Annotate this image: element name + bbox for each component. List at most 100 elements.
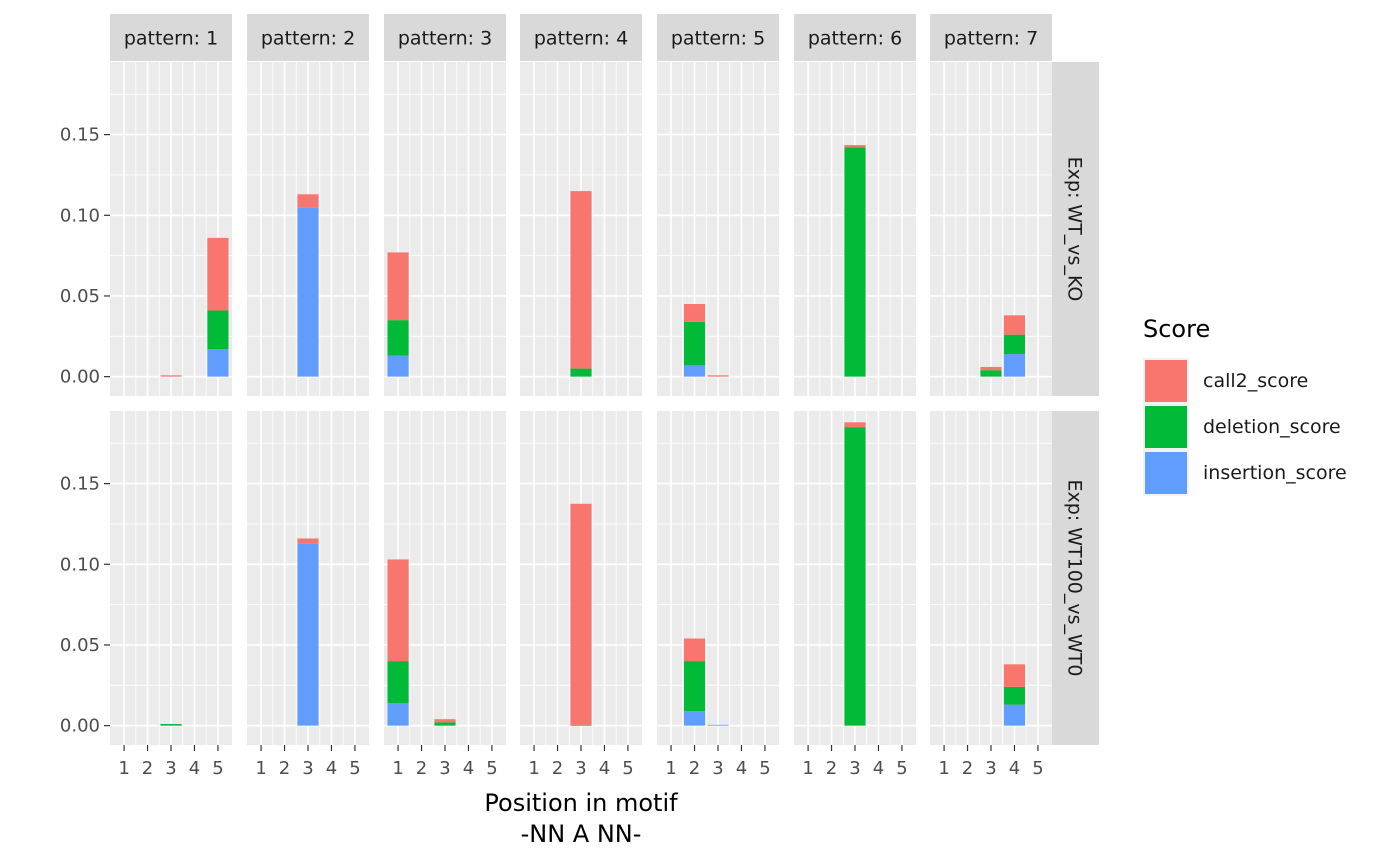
- bar-segment-insertion-score-pos4: [1003, 704, 1026, 726]
- legend: Score call2_score deletion_score insertion…: [1143, 315, 1347, 496]
- bar-segment-insertion-score-pos2: [683, 365, 706, 377]
- legend-key-insertion-score: [1145, 452, 1187, 494]
- bar-segment-deletion-score-pos3: [980, 370, 1002, 377]
- bar-segment-call2-score-pos3: [570, 503, 592, 725]
- x-tick-label: 3: [849, 758, 860, 779]
- bar-segment-call2-score-pos2: [683, 304, 706, 322]
- column-strip-label: pattern: 5: [671, 28, 765, 50]
- column-strip-label: pattern: 7: [944, 28, 1038, 50]
- y-tick-label: 0.00: [60, 716, 100, 737]
- bar-segment-deletion-score-pos3: [844, 427, 866, 726]
- bar-segment-call2-score-pos3: [707, 375, 729, 377]
- x-tick-label: 3: [165, 758, 176, 779]
- bar-segment-deletion-score-pos3: [160, 724, 182, 726]
- x-tick-label: 4: [463, 758, 474, 779]
- bar-segment-call2-score-pos3: [844, 422, 866, 428]
- bar-segment-insertion-score-pos2: [683, 711, 706, 726]
- row-strip-label: Exp: WT_vs_KO: [1064, 157, 1086, 302]
- bar-segment-deletion-score-pos4: [1003, 334, 1026, 355]
- x-tick-label: 3: [985, 758, 996, 779]
- x-tick-label: 4: [1009, 758, 1020, 779]
- bar-segment-deletion-score-pos3: [570, 724, 592, 726]
- column-strip-background: [794, 14, 916, 61]
- bar-segment-call2-score-pos5: [207, 237, 229, 311]
- bars-r2-c4: [570, 503, 592, 726]
- bar-segment-call2-score-pos2: [683, 638, 706, 662]
- x-tick-label: 3: [575, 758, 586, 779]
- bars-r1-c4: [570, 191, 592, 377]
- bars-r1-c6: [844, 145, 866, 377]
- column-strip-label: pattern: 1: [124, 28, 218, 50]
- y-tick-label: 0.05: [60, 286, 100, 307]
- bar-segment-call2-score-pos3: [297, 194, 319, 208]
- row-strip-background: [1052, 62, 1099, 396]
- x-tick-label: 1: [802, 758, 813, 779]
- legend-label-insertion-score: insertion_score: [1203, 462, 1347, 484]
- column-strip-background: [657, 14, 779, 61]
- bar-segment-deletion-score-pos2: [683, 321, 706, 366]
- x-tick-label: 4: [599, 758, 610, 779]
- x-tick-label: 3: [439, 758, 450, 779]
- row-strip-background: [1052, 411, 1099, 745]
- panel-r2-c5: [657, 411, 779, 745]
- x-tick-label: 2: [689, 758, 700, 779]
- x-tick-label: 2: [416, 758, 427, 779]
- panel-r1-c5: [657, 62, 779, 396]
- y-tick-label: 0.10: [60, 554, 100, 575]
- column-strip-label: pattern: 4: [534, 28, 628, 50]
- column-strip-label: pattern: 6: [808, 28, 902, 50]
- row-strips: Exp: WT_vs_KO Exp: WT100_vs_WT0: [1052, 62, 1099, 745]
- bar-segment-insertion-score-pos1: [387, 355, 409, 377]
- x-tick-label: 1: [118, 758, 129, 779]
- x-tick-label: 2: [826, 758, 837, 779]
- legend-key-call2-score: [1145, 360, 1187, 402]
- panels-layer: [110, 62, 1052, 745]
- x-tick-label: 4: [736, 758, 747, 779]
- bar-segment-insertion-score-pos3: [297, 543, 319, 726]
- y-tick-label: 0.00: [60, 367, 100, 388]
- x-tick-label: 2: [142, 758, 153, 779]
- bars-r2-c3: [387, 559, 456, 726]
- x-tick-label: 1: [392, 758, 403, 779]
- x-tick-label: 1: [528, 758, 539, 779]
- column-strip-background: [520, 14, 642, 61]
- x-tick-label: 4: [326, 758, 337, 779]
- x-tick-label: 4: [189, 758, 200, 779]
- legend-key-deletion-score: [1145, 406, 1187, 448]
- panel-r1-c1: [110, 62, 232, 396]
- x-axis-title-line1: Position in motif: [484, 789, 678, 817]
- column-strip-background: [110, 14, 232, 61]
- bars-r2-c1: [160, 724, 182, 726]
- bar-segment-call2-score-pos1: [387, 252, 409, 321]
- bar-segment-call2-score-pos3: [844, 145, 866, 148]
- x-tick-label: 4: [873, 758, 884, 779]
- x-tick-label: 1: [938, 758, 949, 779]
- bars-r1-c5: [683, 304, 729, 377]
- x-tick-label: 2: [962, 758, 973, 779]
- y-tick-label: 0.15: [60, 125, 100, 146]
- x-tick-label: 5: [622, 758, 633, 779]
- x-tick-label: 3: [302, 758, 313, 779]
- bar-segment-deletion-score-pos1: [387, 320, 409, 356]
- y-tick-label: 0.10: [60, 205, 100, 226]
- bar-segment-insertion-score-pos1: [387, 703, 409, 726]
- bar-segment-call2-score-pos3: [570, 191, 592, 369]
- row-strip-label: Exp: WT100_vs_WT0: [1064, 479, 1086, 676]
- bar-segment-call2-score-pos3: [434, 719, 456, 723]
- legend-label-deletion-score: deletion_score: [1203, 416, 1341, 438]
- bar-segment-insertion-score-pos4: [1003, 354, 1026, 377]
- bar-segment-insertion-score-pos3: [707, 724, 729, 726]
- panel-r2-c7: [930, 411, 1052, 745]
- bar-segment-insertion-score-pos5: [207, 349, 229, 377]
- bars-r2-c7: [1003, 664, 1026, 726]
- bar-segment-deletion-score-pos4: [1003, 686, 1026, 705]
- bar-segment-call2-score-pos4: [1003, 315, 1026, 335]
- bar-segment-call2-score-pos1: [387, 559, 409, 662]
- y-tick-label: 0.05: [60, 635, 100, 656]
- bars-r1-c2: [297, 194, 319, 377]
- x-tick-label: 5: [759, 758, 770, 779]
- x-tick-label: 5: [896, 758, 907, 779]
- column-strip-background: [384, 14, 506, 61]
